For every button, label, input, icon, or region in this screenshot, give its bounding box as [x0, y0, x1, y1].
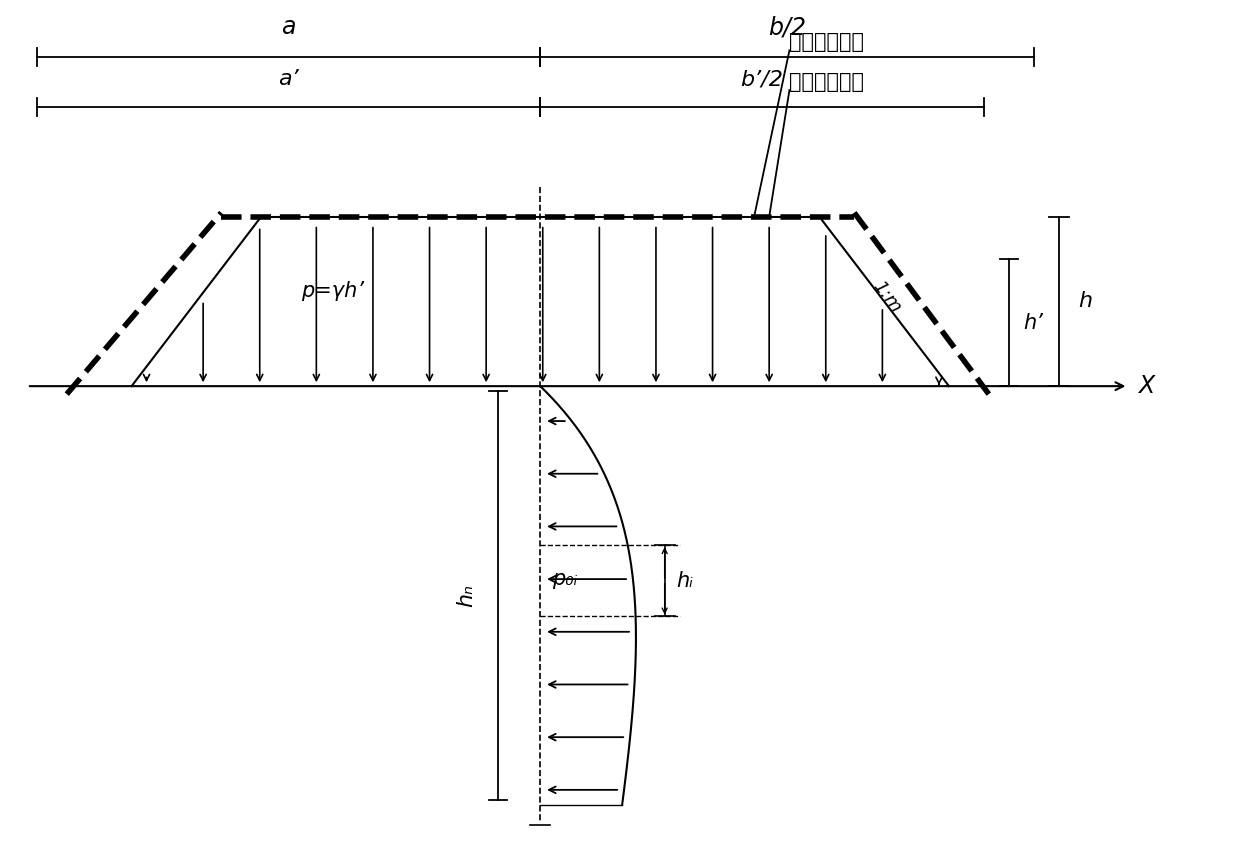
Text: h’: h’ [1024, 313, 1044, 333]
Text: hₙ: hₙ [456, 584, 476, 607]
Text: 真实路基断面: 真实路基断面 [790, 72, 864, 92]
Text: 1:m: 1:m [869, 277, 905, 316]
Text: h: h [1079, 292, 1092, 312]
Text: X: X [1138, 374, 1154, 398]
Text: p=γh’: p=γh’ [301, 281, 365, 301]
Text: p₀ᵢ: p₀ᵢ [552, 569, 578, 589]
Text: hᵢ: hᵢ [677, 571, 693, 591]
Text: a’: a’ [278, 69, 299, 89]
Text: a: a [281, 16, 296, 39]
Text: b’/2: b’/2 [740, 69, 784, 89]
Text: b/2: b/2 [768, 16, 806, 39]
Text: 修正路基断面: 修正路基断面 [790, 32, 864, 52]
